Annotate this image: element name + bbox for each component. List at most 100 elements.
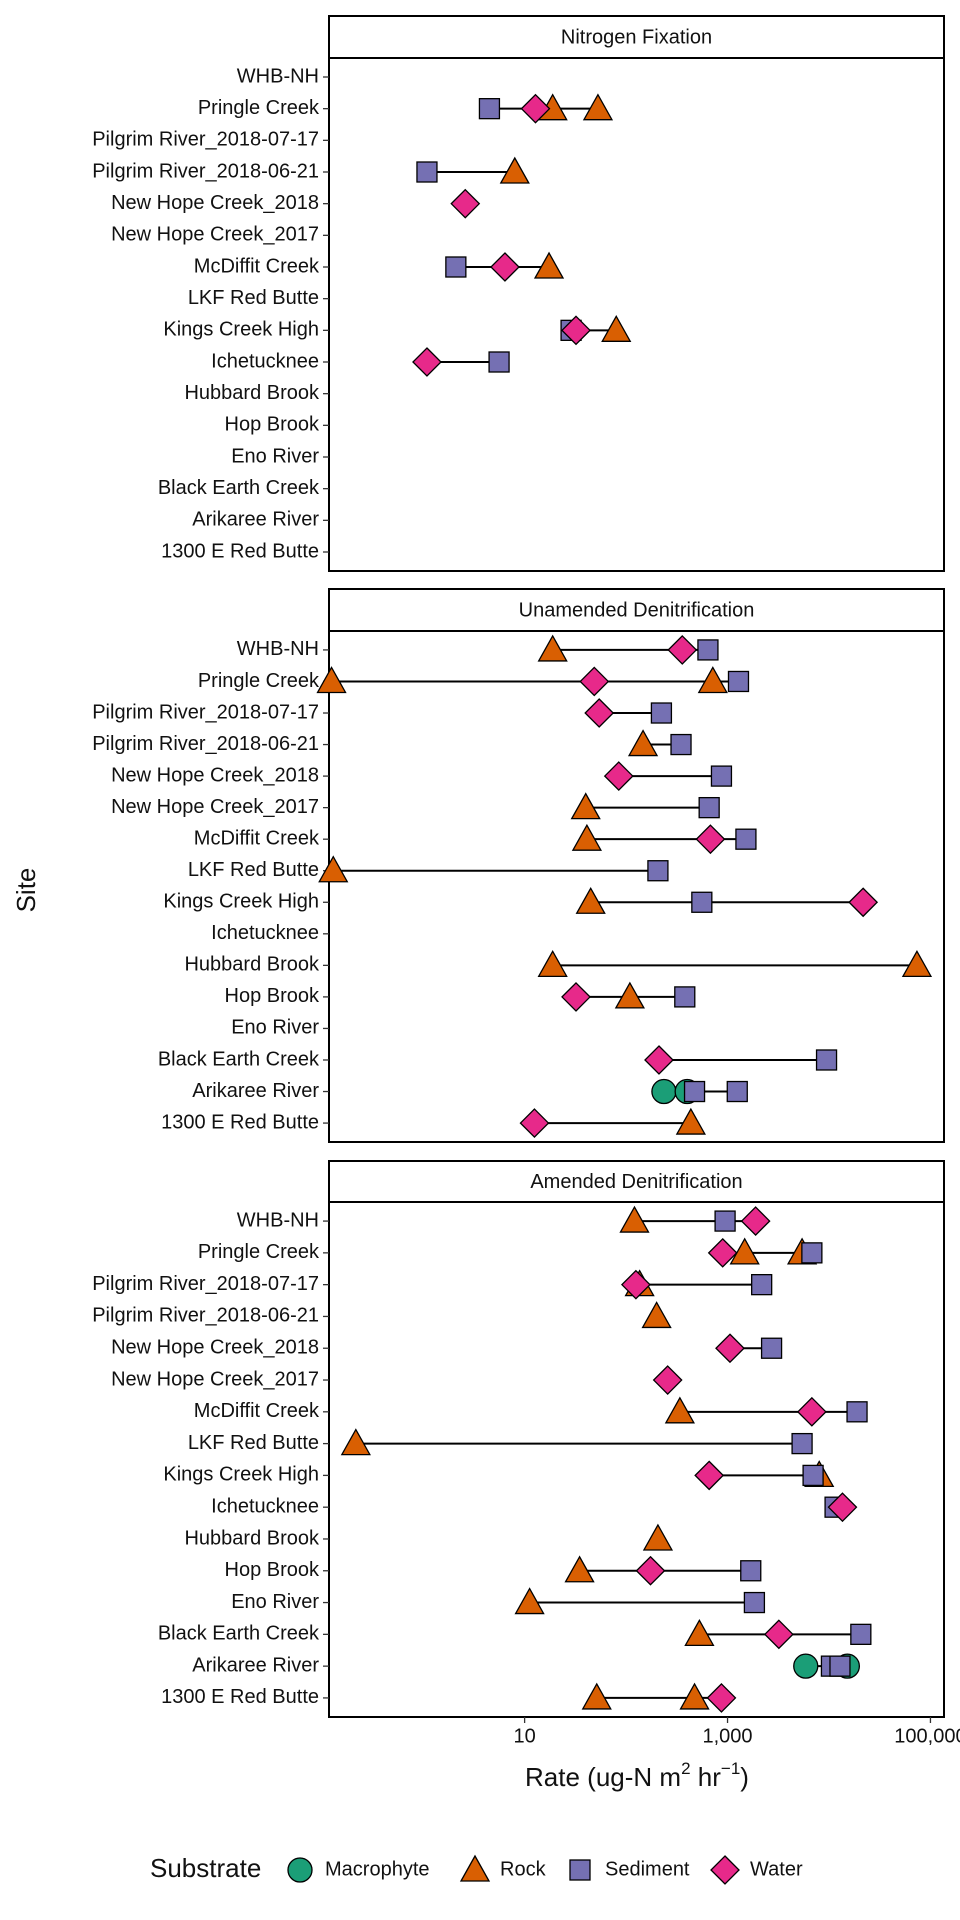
- y-tick-label: Pilgrim River_2018-06-21: [92, 1305, 319, 1327]
- y-tick-label: Hubbard Brook: [184, 1527, 320, 1549]
- y-tick-label: Arikaree River: [192, 1654, 319, 1676]
- point: [735, 828, 757, 850]
- legend-key: [569, 1859, 591, 1881]
- y-tick-label: Pilgrim River_2018-07-17: [92, 1273, 319, 1295]
- point: [582, 93, 614, 121]
- point: [763, 1619, 794, 1650]
- y-tick-label: Arikaree River: [192, 509, 319, 531]
- x-tick-label: 10: [513, 1725, 535, 1747]
- y-tick-label: LKF Red Butte: [188, 859, 319, 881]
- legend-key: [287, 1857, 313, 1883]
- y-tick-label: Arikaree River: [192, 1080, 319, 1102]
- point: [710, 765, 733, 787]
- strip: [328, 1160, 945, 1203]
- point: [490, 252, 520, 282]
- point: [697, 639, 719, 661]
- point: [743, 1591, 766, 1614]
- point: [760, 1337, 783, 1359]
- y-tick-label: WHB-NH: [237, 65, 319, 87]
- legend-title: Substrate: [150, 1853, 261, 1883]
- point: [445, 256, 467, 278]
- point: [707, 1237, 738, 1268]
- point: [619, 1205, 650, 1233]
- y-tick-label: LKF Red Butte: [188, 1432, 319, 1454]
- point: [827, 1492, 858, 1523]
- point: [901, 950, 933, 978]
- point: [714, 1210, 736, 1232]
- point: [674, 986, 696, 1008]
- point: [727, 670, 750, 693]
- strip-title: Unamended Denitrification: [519, 599, 755, 621]
- y-tick-label: WHB-NH: [237, 638, 319, 660]
- point: [850, 1623, 872, 1645]
- legend-label: Rock: [500, 1858, 547, 1880]
- point: [488, 351, 510, 373]
- point: [340, 1428, 371, 1456]
- point: [691, 891, 713, 913]
- strip-title: Nitrogen Fixation: [561, 26, 712, 48]
- point: [801, 1242, 823, 1264]
- y-tick-label: Pilgrim River_2018-07-17: [92, 129, 319, 151]
- y-tick-label: Eno River: [231, 445, 319, 467]
- point: [478, 98, 501, 120]
- y-tick-label: New Hope Creek_2018: [111, 764, 319, 786]
- point: [499, 156, 530, 184]
- point: [652, 1365, 683, 1395]
- point: [581, 1682, 612, 1710]
- x-tick-label: 1,000: [703, 1725, 753, 1747]
- y-tick-label: Pilgrim River_2018-07-17: [92, 701, 319, 723]
- point: [726, 1080, 748, 1103]
- y-tick-label: McDiffit Creek: [194, 827, 320, 849]
- point: [751, 1274, 773, 1296]
- y-tick-label: Hubbard Brook: [184, 954, 320, 976]
- point: [647, 860, 669, 882]
- y-tick-label: New Hope Creek_2018: [111, 192, 319, 214]
- y-tick-label: McDiffit Creek: [194, 1400, 320, 1422]
- point: [603, 761, 634, 792]
- point: [571, 823, 603, 851]
- strip: [328, 15, 945, 59]
- point: [520, 93, 551, 124]
- point: [642, 1523, 674, 1551]
- panel: [328, 630, 945, 1143]
- y-axis-title: Site: [11, 868, 41, 913]
- point: [793, 1653, 819, 1679]
- x-axis-title-part: Rate (ug-N m: [525, 1762, 681, 1792]
- legend-label: Water: [750, 1858, 803, 1880]
- y-tick-label: Hop Brook: [225, 414, 320, 436]
- point: [627, 729, 659, 757]
- point: [450, 188, 481, 219]
- point: [561, 981, 591, 1012]
- point: [695, 824, 726, 855]
- y-tick-label: Hubbard Brook: [184, 382, 320, 404]
- y-tick-label: Pilgrim River_2018-06-21: [92, 733, 319, 755]
- point: [570, 792, 601, 820]
- legend-label: Sediment: [605, 1858, 690, 1880]
- y-tick-label: New Hope Creek_2018: [111, 1337, 319, 1359]
- point: [802, 1464, 824, 1487]
- point: [537, 634, 568, 662]
- strip-title: Amended Denitrification: [530, 1171, 742, 1193]
- point: [614, 981, 645, 1009]
- point: [796, 1396, 827, 1427]
- y-tick-label: New Hope Creek_2017: [111, 224, 319, 246]
- point: [579, 666, 610, 697]
- point: [561, 315, 591, 346]
- y-tick-label: Hop Brook: [225, 985, 320, 1007]
- y-tick-label: Kings Creek High: [163, 1464, 319, 1486]
- point: [575, 886, 606, 914]
- point: [698, 796, 720, 819]
- y-tick-label: New Hope Creek_2017: [111, 796, 319, 818]
- point: [635, 1555, 666, 1586]
- y-tick-label: Ichetucknee: [211, 1495, 319, 1517]
- y-tick-label: Pilgrim River_2018-06-21: [92, 160, 319, 182]
- point: [697, 666, 728, 694]
- point: [584, 698, 615, 728]
- y-tick-label: Eno River: [231, 1591, 319, 1613]
- point: [644, 1045, 674, 1075]
- point: [650, 702, 673, 724]
- y-tick-label: Pringle Creek: [198, 1241, 320, 1263]
- point: [683, 1080, 706, 1103]
- y-tick-label: 1300 E Red Butte: [161, 1686, 319, 1708]
- y-tick-label: LKF Red Butte: [188, 287, 319, 309]
